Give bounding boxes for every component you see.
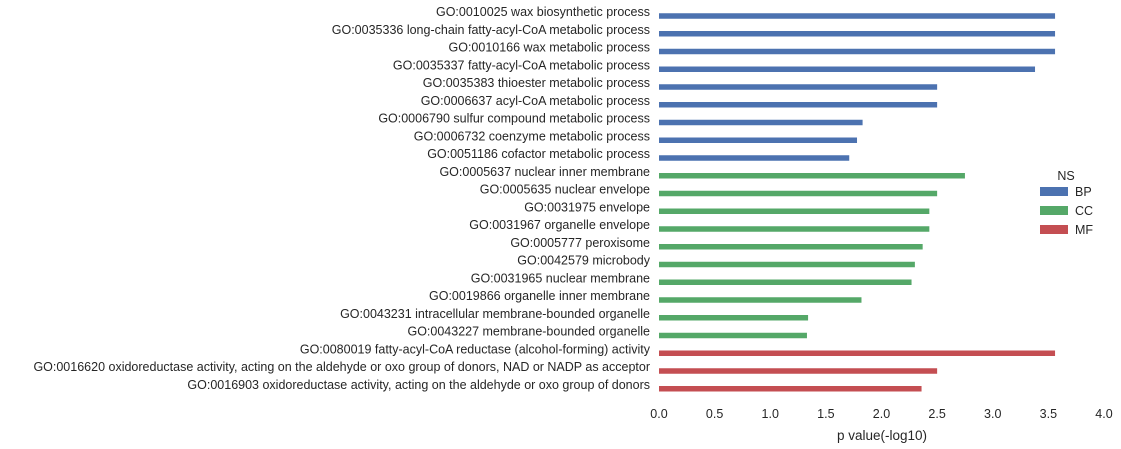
- bar-bp: [659, 102, 938, 108]
- legend-swatch-cc: [1040, 206, 1068, 215]
- category-label: GO:0005637 nuclear inner membrane: [439, 165, 650, 179]
- category-label: GO:0035337 fatty-acyl-CoA metabolic proc…: [393, 58, 650, 72]
- category-label: GO:0016620 oxidoreductase activity, acti…: [33, 360, 650, 374]
- bar-cc: [659, 261, 915, 268]
- bars-group: [659, 13, 1056, 392]
- bar-cc: [659, 279, 912, 285]
- bar-mf: [659, 368, 938, 374]
- category-label: GO:0043227 membrane-bounded organelle: [407, 325, 650, 339]
- legend-swatch-mf: [1040, 225, 1068, 234]
- bar-bp: [659, 66, 1036, 72]
- category-label: GO:0031965 nuclear membrane: [471, 271, 650, 285]
- category-label: GO:0042579 microbody: [517, 254, 650, 268]
- x-tick-label: 1.5: [817, 407, 834, 421]
- legend-title: NS: [1057, 169, 1074, 183]
- category-label: GO:0005635 nuclear envelope: [480, 183, 650, 197]
- category-label: GO:0006790 sulfur compound metabolic pro…: [378, 112, 650, 126]
- category-label: GO:0006732 coenzyme metabolic process: [414, 129, 650, 143]
- bar-bp: [659, 119, 863, 126]
- legend-swatch-bp: [1040, 187, 1068, 196]
- x-tick-label: 4.0: [1095, 407, 1112, 421]
- x-tick-label: 3.5: [1040, 407, 1057, 421]
- category-label: GO:0035336 long-chain fatty-acyl-CoA met…: [332, 23, 650, 37]
- legend: NS BP CC MF: [1040, 169, 1093, 237]
- bar-bp: [659, 84, 938, 90]
- x-tick-label: 2.0: [873, 407, 890, 421]
- bar-bp: [659, 31, 1056, 37]
- bar-bp: [659, 155, 850, 161]
- category-label: GO:0010166 wax metabolic process: [449, 41, 651, 55]
- x-tick-label: 0.5: [706, 407, 723, 421]
- legend-label-cc: CC: [1075, 204, 1093, 218]
- bar-cc: [659, 244, 923, 250]
- bar-bp: [659, 137, 858, 143]
- x-tick-labels-group: 0.0 0.5 1.0 1.5 2.0 2.5 3.0 3.5 4.0: [650, 407, 1112, 421]
- bar-cc: [659, 190, 938, 197]
- category-label: GO:0035383 thioester metabolic process: [423, 76, 650, 90]
- category-labels-group: GO:0010025 wax biosynthetic process GO:00…: [33, 5, 650, 392]
- category-label: GO:0031975 envelope: [524, 200, 650, 214]
- bar-cc: [659, 208, 930, 214]
- bar-bp: [659, 13, 1056, 19]
- bar-cc: [659, 173, 965, 179]
- bar-mf: [659, 386, 922, 392]
- bar-cc: [659, 297, 862, 303]
- category-label: GO:0006637 acyl-CoA metabolic process: [421, 94, 650, 108]
- legend-label-bp: BP: [1075, 185, 1092, 199]
- category-label: GO:0043231 intracellular membrane-bounde…: [340, 307, 650, 321]
- bar-cc: [659, 226, 930, 232]
- category-label: GO:0016903 oxidoreductase activity, acti…: [187, 378, 650, 392]
- legend-label-mf: MF: [1075, 223, 1093, 237]
- bar-mf: [659, 350, 1056, 356]
- category-label: GO:0080019 fatty-acyl-CoA reductase (alc…: [300, 342, 651, 356]
- x-axis-label: p value(-log10): [837, 428, 927, 443]
- x-tick-label: 2.5: [928, 407, 945, 421]
- category-label: GO:0019866 organelle inner membrane: [429, 289, 650, 303]
- x-tick-label: 0.0: [650, 407, 667, 421]
- category-label: GO:0031967 organelle envelope: [469, 218, 650, 232]
- bar-cc: [659, 332, 807, 339]
- x-tick-label: 3.0: [984, 407, 1001, 421]
- legend-entries-group: BP CC MF: [1040, 185, 1093, 237]
- bar-cc: [659, 315, 809, 321]
- category-label: GO:0051186 cofactor metabolic process: [427, 147, 650, 161]
- x-tick-label: 1.0: [762, 407, 779, 421]
- category-label: GO:0005777 peroxisome: [510, 236, 650, 250]
- bar-bp: [659, 48, 1056, 55]
- category-label: GO:0010025 wax biosynthetic process: [436, 5, 650, 19]
